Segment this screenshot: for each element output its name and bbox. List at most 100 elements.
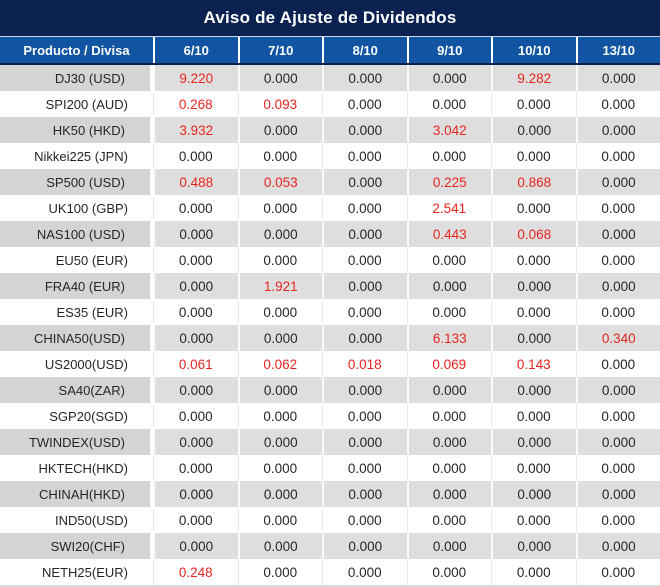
value-cell: 0.000 [322,533,407,559]
column-header-date: 7/10 [237,37,323,63]
value-cell: 0.000 [322,299,407,325]
product-cell: SA40(ZAR) [0,377,153,403]
value-cell: 0.000 [575,117,660,143]
value-cell: 0.053 [237,169,322,195]
table-row: IND50(USD) 0.000 0.000 0.000 0.000 0.000 0.000 [0,507,660,533]
value-cell: 0.000 [575,403,660,429]
value-cell: 0.000 [406,429,491,455]
product-cell: CHINAH(HKD) [0,481,153,507]
value-cell: 3.932 [153,117,238,143]
value-cell: 0.000 [406,559,492,585]
value-cell: 0.000 [153,325,238,351]
value-cell: 0.000 [491,247,576,273]
value-cell: 0.000 [406,273,491,299]
header-row: Producto / Divisa 6/10 7/10 8/10 9/10 10/10 13… [0,36,660,65]
value-cell: 0.000 [153,533,238,559]
value-cell: 0.000 [153,507,238,533]
value-cell: 0.000 [153,403,238,429]
value-cell: 0.000 [491,377,576,403]
table-row: SA40(ZAR) 0.000 0.000 0.000 0.000 0.000 0.000 [0,377,660,403]
product-cell: SWI20(CHF) [0,533,153,559]
value-cell: 0.000 [322,169,407,195]
value-cell: 0.000 [322,117,407,143]
value-cell: 0.000 [237,559,323,585]
value-cell: 0.000 [153,221,238,247]
value-cell: 0.000 [237,403,323,429]
value-cell: 9.282 [491,65,576,91]
value-cell: 0.000 [322,91,407,117]
value-cell: 0.000 [491,91,576,117]
value-cell: 0.000 [575,65,660,91]
value-cell: 0.000 [491,195,576,221]
table-row: DJ30 (USD) 9.220 0.000 0.000 0.000 9.282 0.000 [0,65,660,91]
column-header-date: 6/10 [153,37,238,63]
value-cell: 0.248 [153,559,238,585]
table-row: HK50 (HKD) 3.932 0.000 0.000 3.042 0.000 0.000 [0,117,660,143]
value-cell: 0.069 [406,351,492,377]
value-cell: 0.000 [237,117,322,143]
table-row: SPI200 (AUD) 0.268 0.093 0.000 0.000 0.000 0.0… [0,91,660,117]
product-cell: UK100 (GBP) [48,200,128,216]
value-cell: 0.000 [322,559,407,585]
value-cell: 0.868 [491,169,576,195]
table-row: TWINDEX(USD) 0.000 0.000 0.000 0.000 0.000 0.0… [0,429,660,455]
value-cell: 0.000 [153,273,238,299]
value-cell: 0.000 [322,65,407,91]
value-cell: 0.062 [237,351,323,377]
table-row: NAS100 (USD) 0.000 0.000 0.000 0.443 0.068 0.0… [0,221,660,247]
value-cell: 0.000 [575,169,660,195]
value-cell: 0.000 [237,221,322,247]
table-row: CHINA50(USD) 0.000 0.000 0.000 6.133 0.000 0.3… [0,325,660,351]
value-cell: 0.000 [575,481,660,507]
table-body: DJ30 (USD) 9.220 0.000 0.000 0.000 9.282 0.000… [0,65,660,585]
value-cell: 0.000 [406,91,492,117]
value-cell: 0.000 [153,143,238,169]
table-row: Nikkei225 (JPN) 0.000 0.000 0.000 0.000 0.000… [0,143,660,169]
column-header-date: 8/10 [322,37,407,63]
value-cell: 0.000 [491,559,576,585]
value-cell: 0.000 [575,429,660,455]
value-cell: 0.000 [406,403,492,429]
value-cell: 0.000 [491,143,576,169]
value-cell: 0.000 [575,455,660,481]
table-row: HKTECH(HKD) 0.000 0.000 0.000 0.000 0.000 0.00… [0,455,660,481]
value-cell: 0.000 [322,247,407,273]
value-cell: 0.000 [237,377,322,403]
value-cell: 0.000 [153,377,238,403]
value-cell: 0.000 [491,429,576,455]
value-cell: 9.220 [153,65,238,91]
product-cell: SPI200 (AUD) [45,96,128,112]
value-cell: 0.000 [491,325,576,351]
value-cell: 0.225 [406,169,491,195]
value-cell: 0.000 [575,91,660,117]
value-cell: 0.143 [491,351,576,377]
value-cell: 0.000 [322,325,407,351]
product-cell: NAS100 (USD) [0,221,153,247]
value-cell: 6.133 [406,325,491,351]
table-row: SP500 (USD) 0.488 0.053 0.000 0.225 0.868 0.00… [0,169,660,195]
value-cell: 0.000 [575,221,660,247]
product-cell: IND50(USD) [55,512,128,528]
value-cell: 0.068 [491,221,576,247]
column-header-date: 9/10 [406,37,492,63]
table-row: UK100 (GBP) 0.000 0.000 0.000 2.541 0.000 0.00… [0,195,660,221]
value-cell: 0.000 [237,507,323,533]
value-cell: 0.488 [153,169,238,195]
product-cell: NETH25(EUR) [42,564,128,580]
table-row: EU50 (EUR) 0.000 0.000 0.000 0.000 0.000 0.000 [0,247,660,273]
product-cell: CHINA50(USD) [0,325,153,351]
value-cell: 0.000 [575,247,660,273]
value-cell: 0.000 [322,403,407,429]
value-cell: 0.000 [322,481,407,507]
value-cell: 0.000 [322,507,407,533]
value-cell: 0.000 [153,455,238,481]
value-cell: 0.000 [322,273,407,299]
value-cell: 0.000 [406,377,491,403]
value-cell: 0.000 [575,377,660,403]
value-cell: 0.000 [237,481,322,507]
table-row: US2000(USD) 0.061 0.062 0.018 0.069 0.143 0.00… [0,351,660,377]
column-header-date: 13/10 [575,37,660,63]
value-cell: 0.061 [153,351,238,377]
product-cell: DJ30 (USD) [0,65,153,91]
